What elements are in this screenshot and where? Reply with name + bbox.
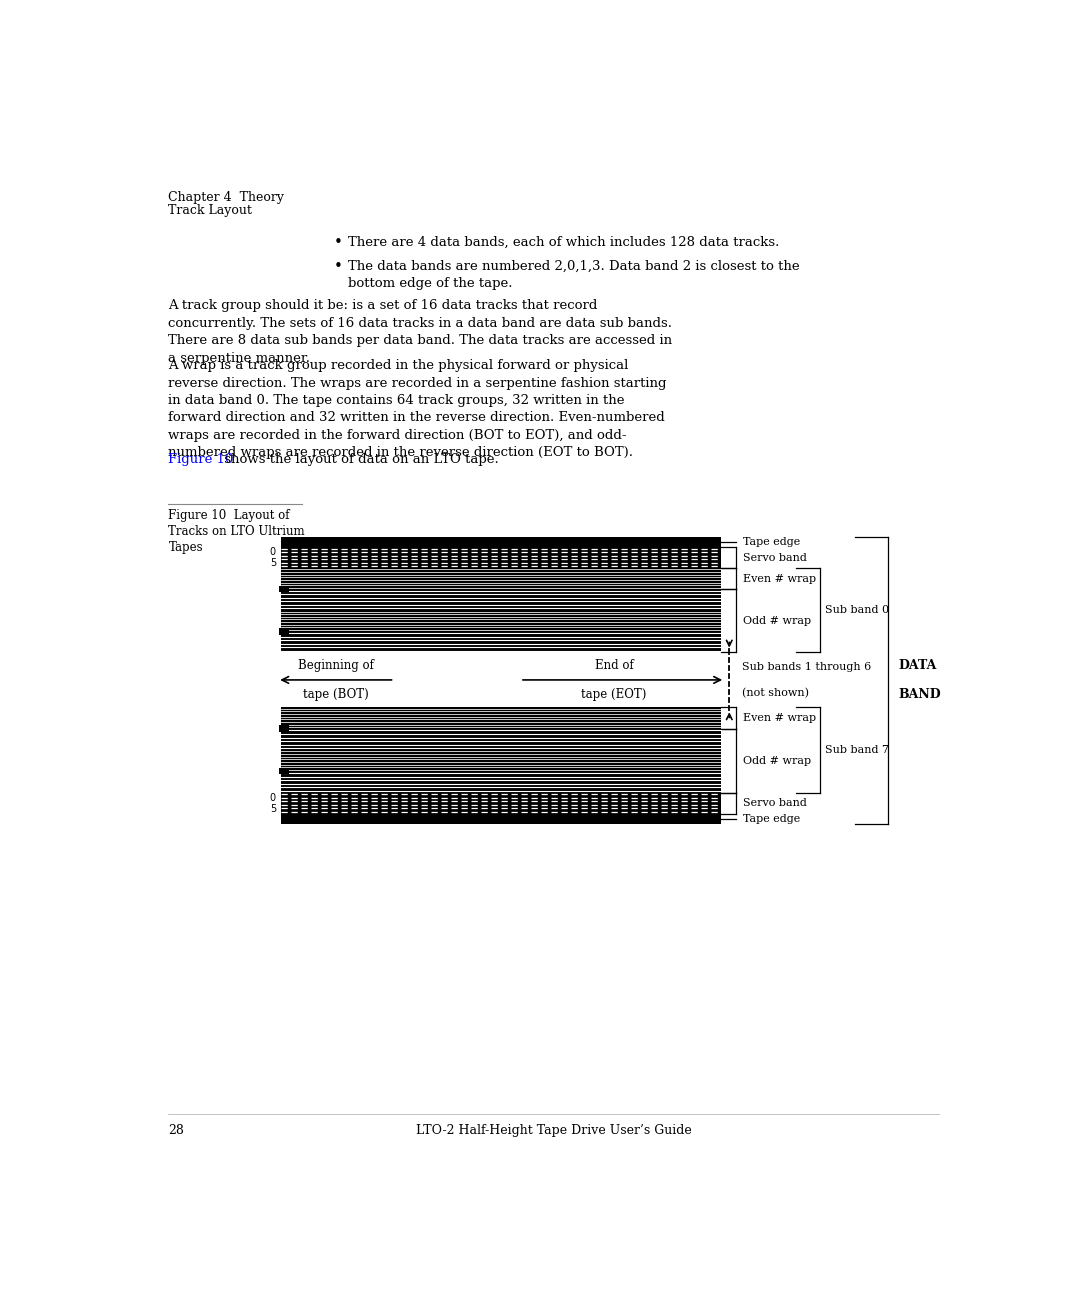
Text: Figure 10: Figure 10: [168, 452, 234, 465]
Bar: [279, 629, 289, 635]
Text: reverse direction. The wraps are recorded in a serpentine fashion starting: reverse direction. The wraps are recorde…: [168, 377, 667, 390]
Bar: [282, 750, 720, 771]
Text: 28: 28: [168, 1124, 185, 1137]
Text: End of: End of: [595, 658, 634, 671]
Text: concurrently. The sets of 16 data tracks in a data band are data sub bands.: concurrently. The sets of 16 data tracks…: [168, 316, 673, 329]
Text: shows the layout of data on an LTO tape.: shows the layout of data on an LTO tape.: [220, 452, 499, 465]
Text: BAND: BAND: [899, 688, 941, 701]
Bar: [282, 708, 720, 728]
Text: A wrap is a track group recorded in the physical forward or physical: A wrap is a track group recorded in the …: [168, 359, 629, 372]
Bar: [279, 586, 289, 592]
Text: Sub band 7: Sub band 7: [825, 745, 889, 756]
Text: tape (EOT): tape (EOT): [581, 688, 647, 701]
Text: bottom edge of the tape.: bottom edge of the tape.: [349, 277, 513, 290]
Bar: [282, 728, 720, 750]
Text: Track Layout: Track Layout: [168, 205, 253, 218]
Text: A track group should it be: is a set of 16 data tracks that record: A track group should it be: is a set of …: [168, 299, 598, 312]
Text: Even # wrap: Even # wrap: [743, 713, 815, 723]
Text: 0: 0: [270, 547, 275, 557]
Text: Tape edge: Tape edge: [743, 537, 800, 547]
Text: numbered wraps are recorded in the reverse direction (EOT to BOT).: numbered wraps are recorded in the rever…: [168, 446, 634, 459]
Text: •: •: [334, 259, 342, 275]
Text: Chapter 4  Theory: Chapter 4 Theory: [168, 192, 284, 205]
Bar: [282, 590, 720, 610]
Bar: [279, 726, 289, 732]
Bar: [282, 793, 720, 814]
Text: Servo band: Servo band: [743, 798, 807, 809]
Text: tape (BOT): tape (BOT): [303, 688, 368, 701]
Text: 5: 5: [270, 804, 276, 814]
Text: LTO-2 Half-Height Tape Drive User’s Guide: LTO-2 Half-Height Tape Drive User’s Guid…: [416, 1124, 691, 1137]
Bar: [282, 537, 720, 547]
Text: forward direction and 32 written in the reverse direction. Even-numbered: forward direction and 32 written in the …: [168, 412, 665, 425]
Text: DATA: DATA: [899, 660, 936, 673]
Text: Sub band 0: Sub band 0: [825, 605, 889, 616]
Text: Tapes: Tapes: [168, 540, 203, 553]
Text: in data band 0. The tape contains 64 track groups, 32 written in the: in data band 0. The tape contains 64 tra…: [168, 394, 625, 407]
Text: Tape edge: Tape edge: [743, 814, 800, 824]
Text: a serpentine manner.: a serpentine manner.: [168, 351, 310, 364]
Text: Even # wrap: Even # wrap: [743, 574, 815, 583]
Bar: [282, 547, 720, 568]
Text: The data bands are numbered 2,0,1,3. Data band 2 is closest to the: The data bands are numbered 2,0,1,3. Dat…: [349, 259, 800, 272]
Bar: [282, 814, 720, 824]
Bar: [282, 771, 720, 793]
Text: wraps are recorded in the forward direction (BOT to EOT), and odd-: wraps are recorded in the forward direct…: [168, 429, 627, 442]
Bar: [279, 769, 289, 775]
Text: •: •: [334, 236, 342, 250]
Bar: [282, 631, 720, 652]
Text: (not shown): (not shown): [742, 688, 809, 699]
Text: 5: 5: [270, 559, 276, 568]
Text: Odd # wrap: Odd # wrap: [743, 756, 811, 766]
Text: Figure 10  Layout of: Figure 10 Layout of: [168, 509, 289, 522]
Text: There are 4 data bands, each of which includes 128 data tracks.: There are 4 data bands, each of which in…: [349, 236, 780, 249]
Text: Odd # wrap: Odd # wrap: [743, 616, 811, 626]
Bar: [282, 568, 720, 590]
Text: Servo band: Servo band: [743, 552, 807, 562]
Text: Sub bands 1 through 6: Sub bands 1 through 6: [742, 662, 872, 671]
Bar: [282, 610, 720, 631]
Text: Tracks on LTO Ultrium: Tracks on LTO Ultrium: [168, 525, 306, 538]
Text: Beginning of: Beginning of: [298, 658, 374, 671]
Text: There are 8 data sub bands per data band. The data tracks are accessed in: There are 8 data sub bands per data band…: [168, 334, 673, 347]
Text: 0: 0: [270, 793, 275, 802]
